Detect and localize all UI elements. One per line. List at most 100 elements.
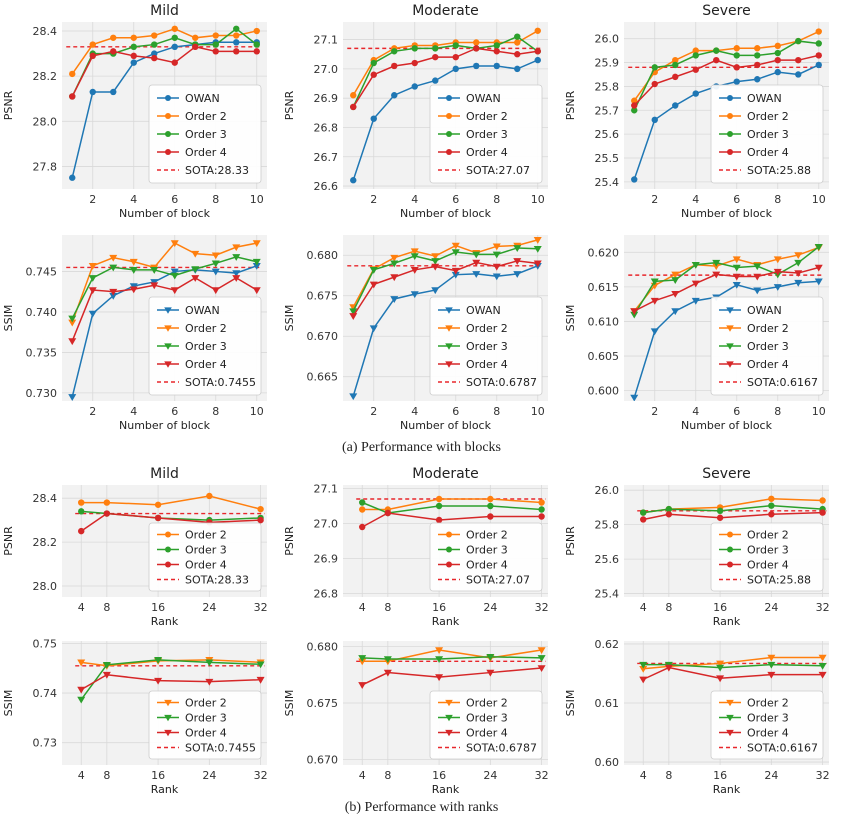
legend-marker-order-3 — [164, 343, 172, 350]
series-group — [78, 492, 264, 535]
data-point-order-3 — [733, 52, 740, 59]
x-axis-label: Rank — [713, 615, 741, 628]
data-point-order-4 — [68, 338, 77, 346]
data-point-owan — [732, 282, 741, 289]
legend-box — [710, 84, 824, 184]
data-point-order-4 — [391, 62, 398, 70]
x-tick-label: 4 — [692, 193, 699, 206]
x-tick-label: 16 — [151, 601, 165, 614]
data-point-order-4 — [102, 671, 111, 679]
y-tick-label: 0.620 — [588, 246, 620, 259]
data-point-order-2 — [154, 501, 162, 508]
legend-label-order-2: Order 2 — [466, 529, 508, 542]
data-point-order-3 — [369, 267, 378, 274]
data-point-owan — [733, 78, 740, 85]
legend-label-sota-0-7455: SOTA:0.7455 — [185, 376, 256, 389]
y-tick-label: 27.1 — [314, 483, 339, 496]
legend-marker-order-2 — [164, 699, 172, 707]
y-tick-label: 26.7 — [314, 151, 339, 164]
y-axis-label: SSIM — [2, 305, 15, 332]
legend-marker-order-2 — [726, 325, 734, 332]
series-group — [77, 657, 265, 704]
legend-label-owan: OWAN — [185, 92, 220, 105]
data-point-order-3 — [432, 45, 439, 52]
data-point-order-2 — [103, 499, 111, 506]
data-point-order-2 — [435, 495, 443, 503]
data-point-order-3 — [171, 34, 178, 41]
series-group — [349, 237, 542, 401]
data-point-order-4 — [671, 290, 680, 298]
x-tick-label: 2 — [370, 405, 377, 418]
legend-label-order-3: Order 3 — [466, 340, 508, 353]
data-point-owan — [814, 278, 823, 286]
data-point-order-4 — [819, 509, 826, 516]
y-tick-label: 25.6 — [595, 553, 620, 566]
legend-label-order-4: Order 4 — [747, 559, 789, 572]
legend-label-order-3: Order 3 — [747, 128, 789, 141]
data-point-order-3 — [383, 656, 392, 664]
chart-svg: 27.8 28.0 28.2 28.4 2 4 6 8 10 Mild Number of bloc… — [2, 3, 267, 220]
y-tick-label: 0.74 — [33, 687, 58, 700]
data-point-order-2 — [537, 647, 546, 655]
y-axis-label: PSNR — [564, 90, 577, 120]
data-point-order-2 — [170, 240, 179, 248]
data-point-owan — [252, 262, 261, 270]
legend-label-order-2: Order 2 — [185, 322, 227, 335]
legend-marker-order-4 — [727, 561, 733, 568]
data-point-order-4 — [733, 64, 740, 71]
y-tick-label: 26.9 — [314, 92, 339, 105]
data-point-order-4 — [150, 282, 159, 290]
data-point-order-2 — [672, 56, 679, 64]
y-tick-label: 28.0 — [33, 580, 58, 593]
x-tick-label: 4 — [359, 769, 366, 782]
data-point-order-4 — [672, 73, 679, 81]
data-point-owan — [232, 270, 241, 278]
x-tick-label: 10 — [531, 193, 545, 206]
legend-label-order-3: Order 3 — [466, 128, 508, 141]
legend-marker-owan — [445, 307, 453, 314]
data-point-owan — [130, 59, 137, 66]
data-point-order-3 — [154, 657, 163, 664]
series-line-order-3 — [352, 247, 538, 312]
legend-label-sota-0-6787: SOTA:0.6787 — [466, 376, 537, 389]
legend-label-order-3: Order 3 — [185, 544, 227, 557]
chart-svg: 25.4 25.6 25.8 26.0 4 8 16 24 32 Severe Rank PSNR Or… — [564, 466, 830, 628]
data-point-order-2 — [88, 262, 97, 270]
legend-box — [148, 522, 262, 592]
legend-marker-order-2 — [165, 113, 171, 119]
x-tick-label: 8 — [384, 769, 391, 782]
series-line-owan — [633, 64, 820, 180]
y-axis-label: SSIM — [564, 690, 577, 717]
caption-blocks: (a) Performance with blocks — [342, 440, 501, 455]
data-point-owan — [170, 268, 179, 276]
data-point-order-3 — [692, 52, 699, 59]
data-point-order-2 — [773, 256, 782, 264]
data-point-order-2 — [431, 253, 440, 261]
x-tick-label: 24 — [483, 601, 497, 614]
legend-marker-order-4 — [446, 149, 452, 155]
data-point-owan — [410, 291, 419, 299]
caption-ranks: (b) Performance with ranks — [344, 800, 499, 815]
data-point-order-3 — [818, 663, 827, 670]
data-point-order-2 — [473, 39, 480, 46]
series-group — [68, 240, 261, 401]
data-point-order-2 — [815, 28, 822, 35]
y-tick-label: 0.61 — [595, 697, 620, 710]
data-point-order-3 — [253, 41, 260, 48]
data-point-order-3 — [665, 505, 673, 513]
data-point-order-4 — [650, 297, 659, 305]
data-point-order-3 — [513, 245, 522, 252]
data-point-owan — [211, 268, 220, 276]
x-tick-label: 4 — [640, 601, 647, 614]
x-axis-label: Rank — [713, 783, 741, 796]
data-point-order-4 — [716, 514, 724, 521]
data-point-order-4 — [154, 514, 162, 522]
data-point-order-4 — [211, 287, 220, 295]
data-point-order-2 — [211, 252, 220, 260]
data-point-order-3 — [256, 661, 265, 669]
legend-marker-order-4 — [446, 561, 452, 568]
data-point-order-3 — [768, 502, 775, 509]
data-point-order-4 — [640, 516, 647, 523]
data-point-order-2 — [639, 665, 648, 673]
legend-label-sota-28-33: SOTA:28.33 — [185, 164, 249, 177]
